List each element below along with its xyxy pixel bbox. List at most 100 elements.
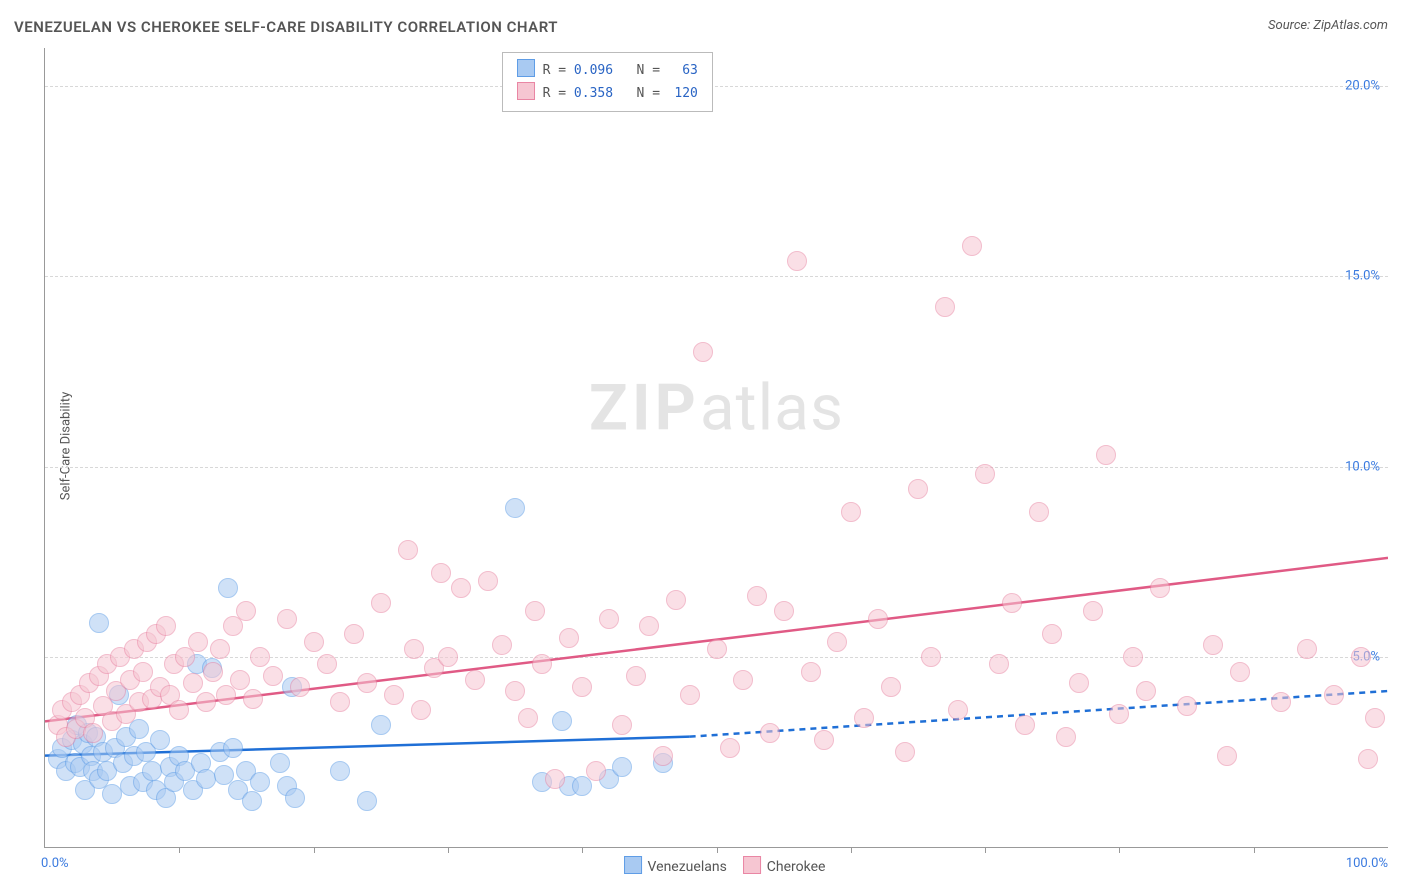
data-point bbox=[398, 540, 418, 560]
data-point bbox=[218, 578, 238, 598]
data-point bbox=[975, 464, 995, 484]
data-point bbox=[962, 236, 982, 256]
x-tick-mark bbox=[582, 847, 583, 853]
legend-item: Venezuelans bbox=[608, 859, 727, 875]
data-point bbox=[371, 593, 391, 613]
data-point bbox=[133, 662, 153, 682]
data-point bbox=[1015, 715, 1035, 735]
data-point bbox=[1324, 685, 1344, 705]
data-point bbox=[666, 590, 686, 610]
data-point bbox=[230, 670, 250, 690]
data-point bbox=[1365, 708, 1385, 728]
x-tick-mark bbox=[851, 847, 852, 853]
data-point bbox=[431, 563, 451, 583]
data-point bbox=[935, 297, 955, 317]
data-point bbox=[150, 730, 170, 750]
stats-row: R = 0.358 N = 120 bbox=[517, 82, 698, 105]
stats-box: R = 0.096 N = 63R = 0.358 N = 120 bbox=[502, 52, 713, 112]
data-point bbox=[196, 692, 216, 712]
data-point bbox=[895, 742, 915, 762]
data-point bbox=[330, 692, 350, 712]
data-point bbox=[572, 677, 592, 697]
data-point bbox=[1069, 673, 1089, 693]
data-point bbox=[1136, 681, 1156, 701]
data-point bbox=[639, 616, 659, 636]
data-point bbox=[680, 685, 700, 705]
data-point bbox=[250, 647, 270, 667]
x-tick-mark bbox=[985, 847, 986, 853]
data-point bbox=[1271, 692, 1291, 712]
data-point bbox=[129, 719, 149, 739]
x-tick-label: 100.0% bbox=[1346, 856, 1388, 871]
data-point bbox=[545, 769, 565, 789]
data-point bbox=[989, 654, 1009, 674]
data-point bbox=[787, 251, 807, 271]
data-point bbox=[1217, 746, 1237, 766]
x-tick-mark bbox=[179, 847, 180, 853]
data-point bbox=[599, 609, 619, 629]
source-attribution: Source: ZipAtlas.com bbox=[1268, 18, 1388, 33]
stats-row: R = 0.096 N = 63 bbox=[517, 59, 698, 82]
data-point bbox=[236, 601, 256, 621]
x-tick-mark bbox=[314, 847, 315, 853]
data-point bbox=[451, 578, 471, 598]
legend: VenezuelansCherokee bbox=[608, 856, 826, 875]
data-point bbox=[1150, 578, 1170, 598]
data-point bbox=[586, 761, 606, 781]
data-point bbox=[404, 639, 424, 659]
data-point bbox=[270, 753, 290, 773]
data-point bbox=[505, 498, 525, 518]
data-point bbox=[921, 647, 941, 667]
data-point bbox=[183, 673, 203, 693]
data-point bbox=[733, 670, 753, 690]
x-tick-mark bbox=[1254, 847, 1255, 853]
data-point bbox=[1002, 593, 1022, 613]
data-point bbox=[304, 632, 324, 652]
data-point bbox=[653, 746, 673, 766]
data-point bbox=[827, 632, 847, 652]
data-point bbox=[612, 715, 632, 735]
data-point bbox=[505, 681, 525, 701]
data-point bbox=[317, 654, 337, 674]
legend-item: Cherokee bbox=[727, 859, 826, 875]
data-point bbox=[156, 616, 176, 636]
data-point bbox=[1297, 639, 1317, 659]
data-point bbox=[693, 342, 713, 362]
trend-lines bbox=[45, 48, 1388, 847]
data-point bbox=[492, 635, 512, 655]
data-point bbox=[532, 654, 552, 674]
data-point bbox=[1109, 704, 1129, 724]
data-point bbox=[612, 757, 632, 777]
data-point bbox=[330, 761, 350, 781]
data-point bbox=[801, 662, 821, 682]
data-point bbox=[1123, 647, 1143, 667]
data-point bbox=[626, 666, 646, 686]
data-point bbox=[774, 601, 794, 621]
data-point bbox=[250, 772, 270, 792]
data-point bbox=[203, 662, 223, 682]
data-point bbox=[89, 613, 109, 633]
data-point bbox=[357, 791, 377, 811]
data-point bbox=[478, 571, 498, 591]
x-tick-label: 0.0% bbox=[41, 856, 69, 871]
data-point bbox=[465, 670, 485, 690]
data-point bbox=[169, 700, 189, 720]
data-point bbox=[559, 628, 579, 648]
data-point bbox=[1203, 635, 1223, 655]
x-tick-mark bbox=[1119, 847, 1120, 853]
data-point bbox=[290, 677, 310, 697]
data-point bbox=[1177, 696, 1197, 716]
x-tick-mark bbox=[448, 847, 449, 853]
data-point bbox=[518, 708, 538, 728]
data-point bbox=[438, 647, 458, 667]
data-point bbox=[868, 609, 888, 629]
data-point bbox=[1056, 727, 1076, 747]
plot-area: ZIPatlas 5.0%10.0%15.0%20.0%0.0%100.0%R … bbox=[44, 48, 1388, 848]
data-point bbox=[263, 666, 283, 686]
data-point bbox=[411, 700, 431, 720]
data-point bbox=[277, 609, 297, 629]
chart-title: VENEZUELAN VS CHEROKEE SELF-CARE DISABIL… bbox=[14, 18, 558, 36]
data-point bbox=[243, 689, 263, 709]
data-point bbox=[371, 715, 391, 735]
data-point bbox=[948, 700, 968, 720]
